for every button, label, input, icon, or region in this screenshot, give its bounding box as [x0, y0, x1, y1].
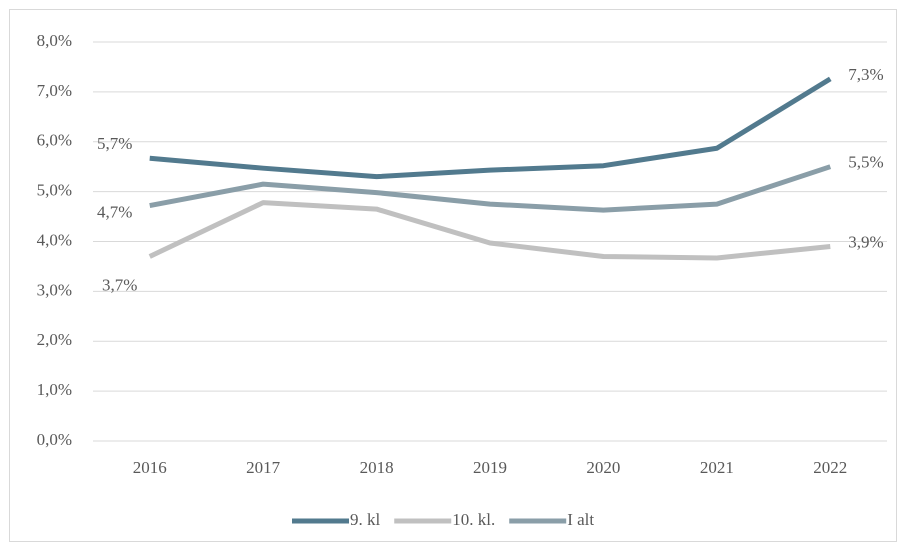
- line-series: [149, 76, 832, 180]
- y-tick-label: 5,0%: [37, 181, 72, 200]
- x-tick-label: 2017: [246, 458, 281, 477]
- legend-label: 9. kl: [350, 510, 381, 529]
- legend-label: 10. kl.: [452, 510, 495, 529]
- y-tick-label: 1,0%: [37, 380, 72, 399]
- x-tick-label: 2020: [586, 458, 620, 477]
- line-series: [149, 164, 832, 213]
- x-tick-label: 2022: [813, 458, 847, 477]
- y-tick-label: 2,0%: [37, 330, 72, 349]
- y-tick-label: 0,0%: [37, 430, 72, 449]
- data-label: 5,7%: [97, 134, 132, 153]
- y-tick-label: 3,0%: [37, 280, 72, 299]
- y-tick-label: 8,0%: [37, 31, 72, 50]
- y-tick-label: 6,0%: [37, 131, 72, 150]
- chart-border: [9, 9, 897, 542]
- legend-label: I alt: [567, 510, 594, 529]
- y-tick-label: 7,0%: [37, 81, 72, 100]
- data-label: 3,7%: [102, 275, 137, 294]
- x-tick-label: 2021: [700, 458, 734, 477]
- data-label: 4,7%: [97, 202, 132, 221]
- line-series: [148, 200, 831, 261]
- data-label: 5,5%: [848, 153, 883, 172]
- x-tick-label: 2018: [360, 458, 394, 477]
- data-label: 3,9%: [848, 232, 883, 251]
- x-tick-label: 2019: [473, 458, 507, 477]
- y-tick-label: 4,0%: [37, 230, 72, 249]
- x-tick-label: 2016: [133, 458, 167, 477]
- data-label: 7,3%: [848, 65, 883, 84]
